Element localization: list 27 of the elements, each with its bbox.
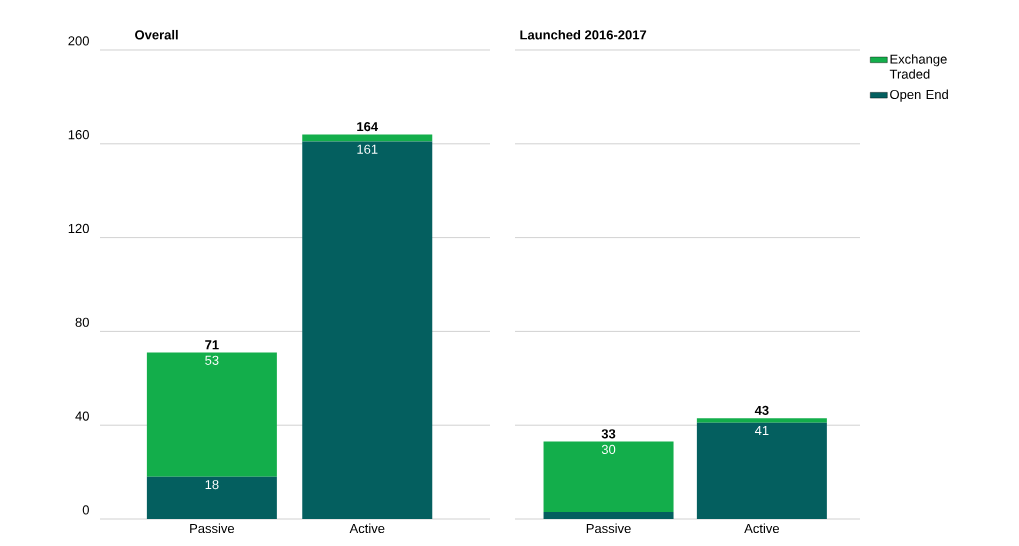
- bar: [696, 418, 827, 423]
- data-label: 30: [601, 444, 616, 455]
- data-label: 41: [754, 426, 769, 435]
- data-label: 161: [357, 144, 378, 154]
- y-tick-label: 160: [68, 130, 89, 140]
- y-tick-label: 40: [75, 411, 89, 421]
- total-label: 33: [601, 429, 616, 439]
- y-tick-label: 120: [68, 223, 89, 234]
- bar: [696, 422, 827, 519]
- total-label: 164: [357, 122, 379, 132]
- x-tick-label: Active: [744, 523, 779, 534]
- legend-label: Exchange Traded: [889, 54, 947, 79]
- y-tick-label: 80: [75, 317, 89, 327]
- data-label: 18: [205, 479, 219, 490]
- x-tick-label: Passive: [586, 523, 631, 534]
- total-label: 71: [205, 340, 219, 350]
- bar: [543, 441, 674, 512]
- y-tick-label: 0: [82, 505, 89, 515]
- x-tick-label: Active: [349, 523, 385, 534]
- legend-label: Open End: [890, 89, 948, 102]
- bar: [543, 511, 674, 519]
- chart-title: Overall: [135, 29, 178, 40]
- chart-title: Launched 2016-2017: [520, 29, 647, 40]
- x-tick-label: Passive: [190, 523, 235, 534]
- data-label: 53: [205, 355, 219, 365]
- total-label: 43: [754, 405, 769, 415]
- y-tick-label: 200: [68, 36, 89, 46]
